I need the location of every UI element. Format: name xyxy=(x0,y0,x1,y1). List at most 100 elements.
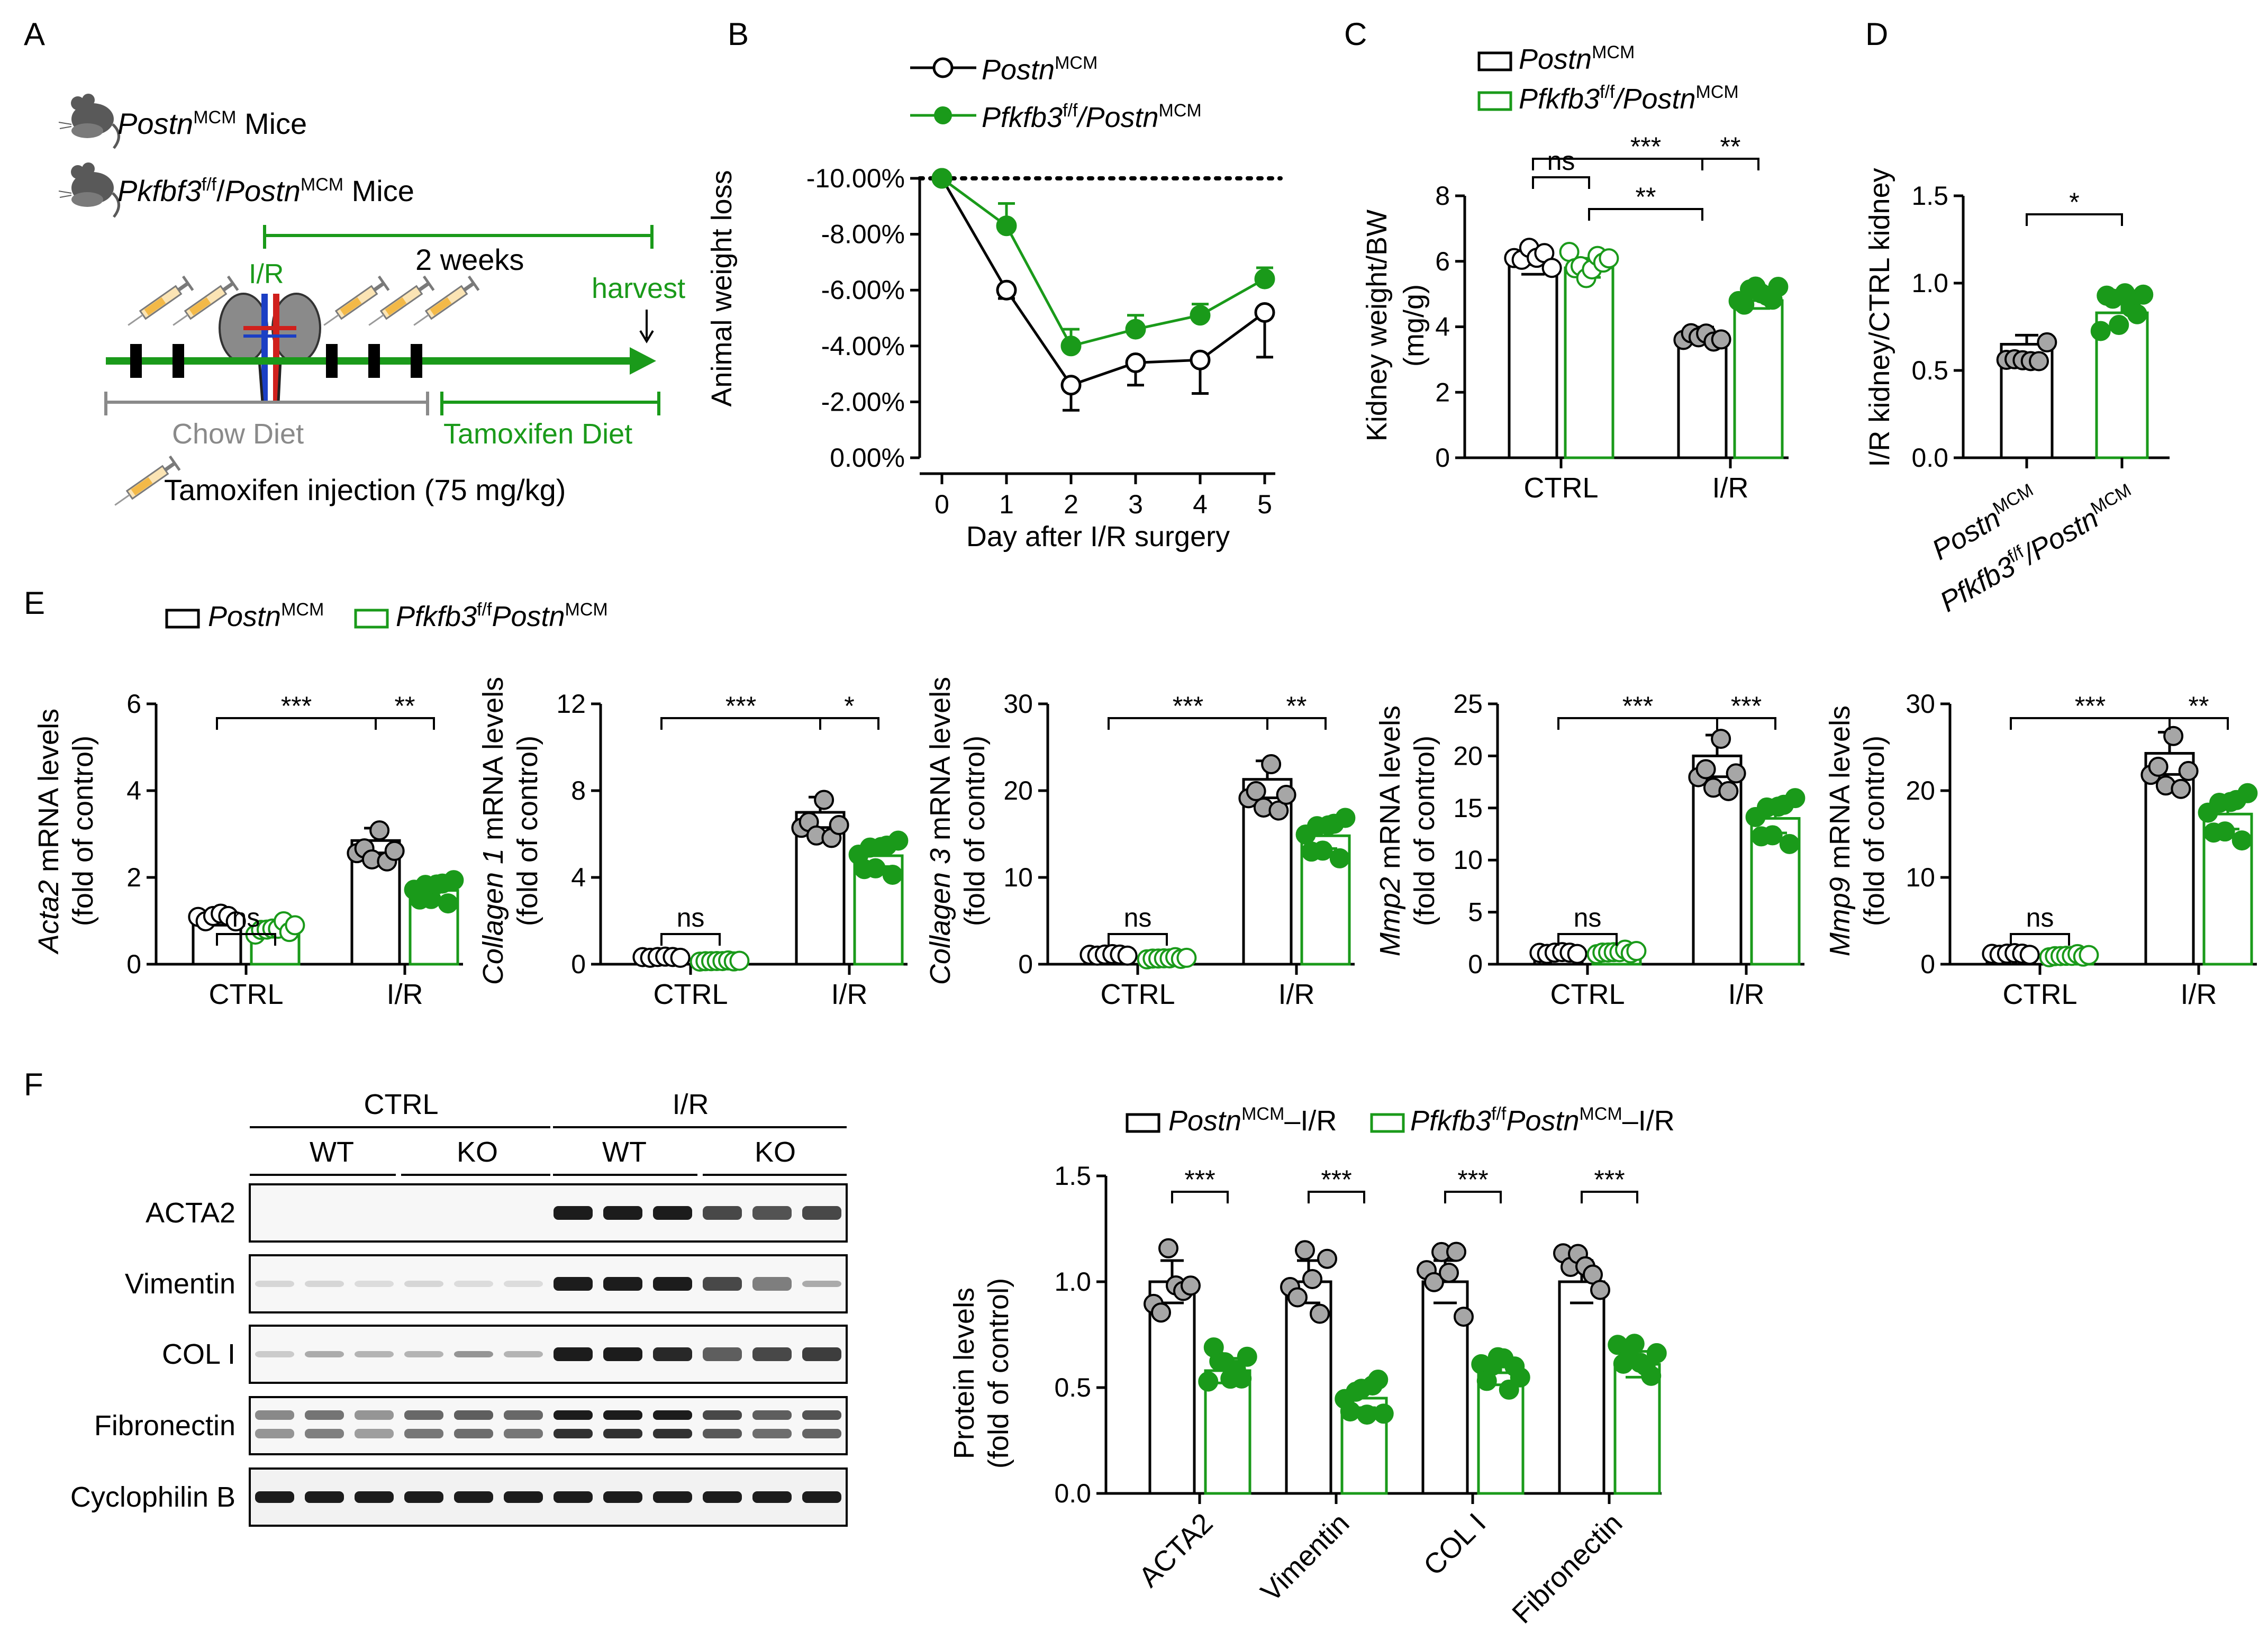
data-point xyxy=(670,947,691,968)
bar xyxy=(1733,299,1784,459)
data-point xyxy=(2019,945,2040,965)
y-tick-label: 2 xyxy=(126,863,141,892)
y-tick-label: 0.00% xyxy=(830,443,905,473)
blot-sub-wt: WT xyxy=(602,1136,647,1168)
x-tick-label: 2 xyxy=(1064,490,1078,519)
data-point xyxy=(1373,1403,1394,1424)
blot-band xyxy=(603,1491,642,1503)
significance-bracket xyxy=(375,717,435,730)
data-point xyxy=(1246,781,1266,801)
e3-ylabel-2: (fold of control) xyxy=(1409,736,1440,926)
data-point xyxy=(2148,756,2169,777)
significance-bracket xyxy=(1557,933,1618,946)
blot-group-ir: I/R xyxy=(672,1089,709,1120)
significance-bracket xyxy=(1532,176,1590,189)
blot-band xyxy=(703,1429,742,1438)
significance-label: *** xyxy=(1630,132,1661,161)
data-point xyxy=(1567,944,1587,964)
blot-band xyxy=(504,1351,543,1357)
y-tick-label: 5 xyxy=(1468,898,1483,927)
y-tick-label: 6 xyxy=(1435,247,1450,276)
b-xlabel: Day after I/R surgery xyxy=(966,521,1230,552)
syringe-icon xyxy=(123,276,193,332)
harvest-label: harvest xyxy=(592,273,685,304)
blot-band xyxy=(703,1491,742,1503)
data-point xyxy=(225,911,246,932)
data-point xyxy=(369,820,390,841)
blot-band xyxy=(752,1410,792,1420)
data-point xyxy=(1624,1334,1645,1354)
e0-ylabel-1: Acta2 mRNA levels xyxy=(33,709,65,955)
panel-letter-c: C xyxy=(1344,16,1367,52)
x-tick-label: Fibronectin xyxy=(1506,1507,1628,1629)
blot-row-label: Vimentin xyxy=(125,1268,235,1300)
e4-ylabel-1: Mmp9 mRNA levels xyxy=(1824,705,1856,956)
blot-band xyxy=(603,1206,642,1220)
tamoxifen-diet-label: Tamoxifen Diet xyxy=(443,418,632,450)
x-tick-label: I/R xyxy=(1728,978,1764,1010)
y-tick-label: 0.0 xyxy=(1054,1479,1091,1508)
y-tick-label: -6.00% xyxy=(821,275,905,305)
blot-sub-ko: KO xyxy=(457,1136,498,1168)
data-point xyxy=(2178,760,2199,781)
significance-bracket xyxy=(2169,717,2229,730)
significance-bracket xyxy=(819,717,879,730)
blot-band xyxy=(255,1351,294,1357)
significance-label: *** xyxy=(281,691,312,721)
data-point xyxy=(1237,1346,1257,1367)
blot-strip xyxy=(249,1325,848,1384)
data-point xyxy=(1357,1405,1377,1425)
series-line xyxy=(940,177,1266,387)
x-tick-label: CTRL xyxy=(208,978,283,1010)
blot-row-label: Fibronectin xyxy=(94,1410,235,1442)
data-point xyxy=(1641,1365,1662,1386)
significance-label: *** xyxy=(1622,691,1653,721)
data-point xyxy=(1599,248,1619,269)
x-tick-label: I/R xyxy=(831,978,867,1010)
panel-b: B PostnMCM Pfkfb3f/f/PostnMCM 0.00% -2.00… xyxy=(706,16,1283,552)
y-tick-label: 10 xyxy=(1906,863,1935,892)
blot-band xyxy=(703,1206,742,1220)
significance-label: *** xyxy=(1457,1165,1488,1194)
y-tick-label: 4 xyxy=(126,776,141,805)
data-point xyxy=(1768,277,1789,297)
significance-bracket xyxy=(1171,1191,1229,1203)
x-tick-label: 1 xyxy=(999,490,1014,519)
significance-label: ns xyxy=(232,903,260,932)
y-tick-label: 20 xyxy=(1453,741,1483,771)
significance-bracket xyxy=(1108,933,1168,946)
y-tick-label: 1.5 xyxy=(1054,1161,1091,1191)
data-point xyxy=(2037,332,2057,352)
blot-band xyxy=(255,1429,294,1438)
blot-sub-ko: KO xyxy=(755,1136,796,1168)
bar xyxy=(1508,263,1558,459)
f-ylabel-1: Protein levels xyxy=(948,1288,980,1459)
data-point xyxy=(1151,1302,1171,1323)
legend-swatch-ctrl xyxy=(1126,1113,1160,1133)
mouse-icon xyxy=(59,94,119,148)
western-blot: CTRL I/R WT KO WT KO ACTA2 Vimentin COL I F… xyxy=(70,1089,848,1527)
data-point xyxy=(443,870,464,891)
injection-mark xyxy=(130,344,142,378)
blot-band xyxy=(305,1410,344,1420)
data-point xyxy=(1190,349,1211,370)
data-point xyxy=(1329,848,1350,868)
legend-swatch-ko xyxy=(1370,1113,1405,1133)
bar xyxy=(1204,1369,1251,1495)
significance-bracket xyxy=(1701,158,1759,170)
blot-strip xyxy=(249,1183,848,1243)
e3-ylabel-1: Mmp2 mRNA levels xyxy=(1374,705,1406,956)
blot-band xyxy=(454,1491,493,1503)
legend-ko: Pfkfb3f/f/PostnMCM xyxy=(982,101,1202,133)
panel-letter-f: F xyxy=(24,1067,43,1102)
x-tick-label: CTRL xyxy=(1100,978,1175,1010)
data-point xyxy=(814,790,834,810)
x-tick-label: I/R xyxy=(1278,978,1314,1010)
significance-label: ns xyxy=(2026,903,2054,932)
blot-band xyxy=(554,1277,593,1291)
blot-strip xyxy=(249,1467,848,1527)
blot-band xyxy=(802,1410,841,1420)
data-point xyxy=(865,858,886,878)
